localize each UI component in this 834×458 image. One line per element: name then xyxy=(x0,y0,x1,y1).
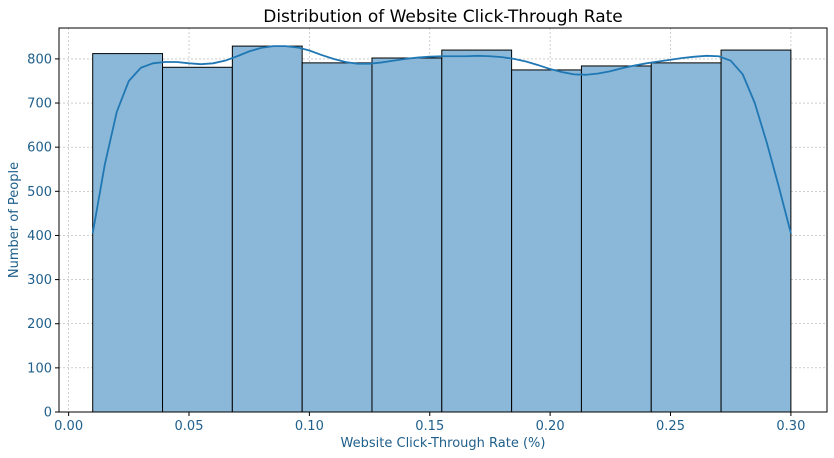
y-tick-label: 800 xyxy=(27,52,52,67)
plot-frame xyxy=(58,27,828,413)
histogram-bar xyxy=(92,53,164,413)
x-axis-label: Website Click-Through Rate (%) xyxy=(341,436,546,451)
y-tick-label: 300 xyxy=(27,273,52,288)
x-tick-label: 0.05 xyxy=(175,419,204,434)
histogram-bar xyxy=(162,66,233,413)
y-tick-label: 700 xyxy=(27,97,52,112)
y-tick-label: 0 xyxy=(44,406,52,421)
x-tick-label: 0.25 xyxy=(656,419,685,434)
kde-curve-layer xyxy=(91,45,792,234)
histogram-bar xyxy=(720,49,792,413)
y-tick-label: 600 xyxy=(27,141,52,156)
histogram-bar xyxy=(301,62,373,413)
x-tick-label: 0.00 xyxy=(54,419,83,434)
chart-title: Distribution of Website Click-Through Ra… xyxy=(263,7,623,27)
y-tick-label: 400 xyxy=(27,229,52,244)
y-axis-label: Number of People xyxy=(7,162,22,278)
histogram-bar xyxy=(650,62,722,413)
x-tick-label: 0.10 xyxy=(295,419,324,434)
y-tick-label: 500 xyxy=(27,185,52,200)
x-tick-label: 0.20 xyxy=(536,419,565,434)
x-tick-label: 0.15 xyxy=(415,419,444,434)
histogram-bar xyxy=(371,57,443,413)
x-axis-ticks: 0.00 0.05 0.10 0.15 0.20 0.25 0.30 xyxy=(54,412,805,434)
histogram-bars xyxy=(92,45,792,413)
kde-curve xyxy=(91,45,792,234)
y-tick-label: 100 xyxy=(27,361,52,376)
y-axis-ticks: 0 100 200 300 400 500 600 700 800 xyxy=(27,52,59,421)
x-tick-label: 0.30 xyxy=(776,419,805,434)
y-tick-label: 200 xyxy=(27,317,52,332)
histogram-bar xyxy=(441,49,513,413)
plot-border xyxy=(58,27,828,413)
histogram-bar xyxy=(231,45,303,413)
histogram-bar xyxy=(580,65,652,413)
histogram-bar xyxy=(511,69,582,413)
